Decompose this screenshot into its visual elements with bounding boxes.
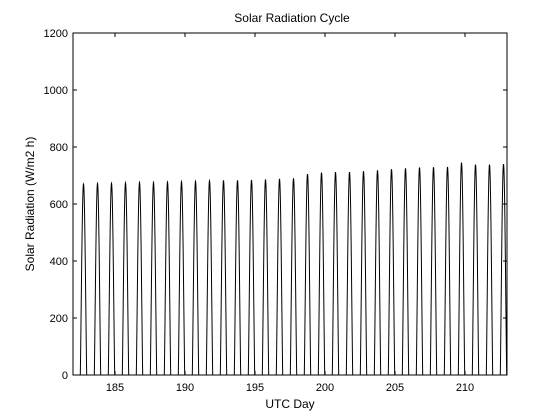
y-tick-label: 600 [50, 199, 68, 211]
series-curve-layer [73, 162, 508, 376]
y-tick-label: 400 [50, 256, 68, 268]
y-tick-label: 200 [50, 313, 68, 325]
x-tick-label: 190 [176, 382, 194, 394]
x-tick-label: 195 [246, 382, 264, 394]
x-axis-label: UTC Day [265, 397, 314, 411]
y-tick-label: 0 [62, 370, 68, 382]
x-tick-label: 185 [106, 382, 124, 394]
plot-area [72, 32, 508, 376]
y-tick-label: 1200 [44, 28, 68, 40]
x-tick-label: 210 [456, 382, 474, 394]
series-line [73, 162, 508, 376]
y-tick-label: 800 [50, 142, 68, 154]
chart-title: Solar Radiation Cycle [234, 11, 350, 25]
y-axis-label: Solar Radiation (W/m2 h) [23, 137, 37, 272]
y-tick-label: 1000 [44, 85, 68, 97]
x-tick-label: 200 [316, 382, 334, 394]
axes-layer: 185 190 195 200 205 210 0 200 400 600 800 1000 1200 [44, 28, 507, 394]
x-tick-label: 205 [386, 382, 404, 394]
